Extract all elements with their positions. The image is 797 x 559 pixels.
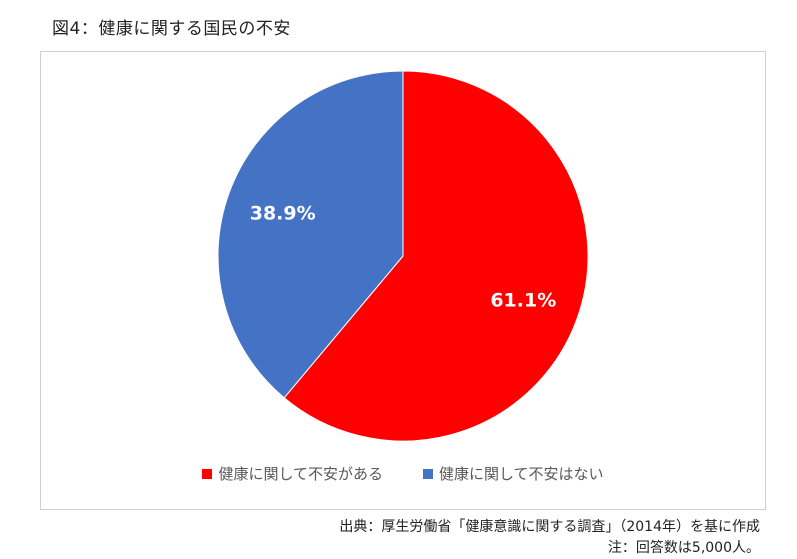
footnote: 注：回答数は5,000人。 bbox=[607, 540, 760, 556]
data-label-concerned: 61.1% bbox=[490, 290, 556, 312]
legend-swatch-blue bbox=[423, 468, 433, 479]
chart-legend: 健康に関して不安がある 健康に関して不安はない bbox=[41, 463, 765, 484]
figure-title: 図4：健康に関する国民の不安 bbox=[52, 19, 291, 39]
chart-area: 61.1% 38.9% 健康に関して不安がある 健康に関して不安はない bbox=[40, 51, 766, 510]
legend-label-concerned: 健康に関して不安がある bbox=[218, 465, 383, 483]
pie-slice-concerned bbox=[283, 70, 589, 442]
source-note: 出典：厚生労働省「健康意識に関する調査」（2014年）を基に作成 bbox=[339, 519, 760, 535]
legend-label-not-concerned: 健康に関して不安はない bbox=[439, 465, 604, 483]
legend-swatch-red bbox=[202, 468, 213, 479]
pie-chart: 61.1% 38.9% bbox=[217, 70, 589, 442]
legend-item-not-concerned: 健康に関して不安はない bbox=[423, 463, 604, 484]
legend-item-concerned: 健康に関して不安がある bbox=[202, 463, 383, 484]
pie-slice-not-concerned bbox=[217, 70, 404, 399]
data-label-not-concerned: 38.9% bbox=[250, 202, 316, 224]
